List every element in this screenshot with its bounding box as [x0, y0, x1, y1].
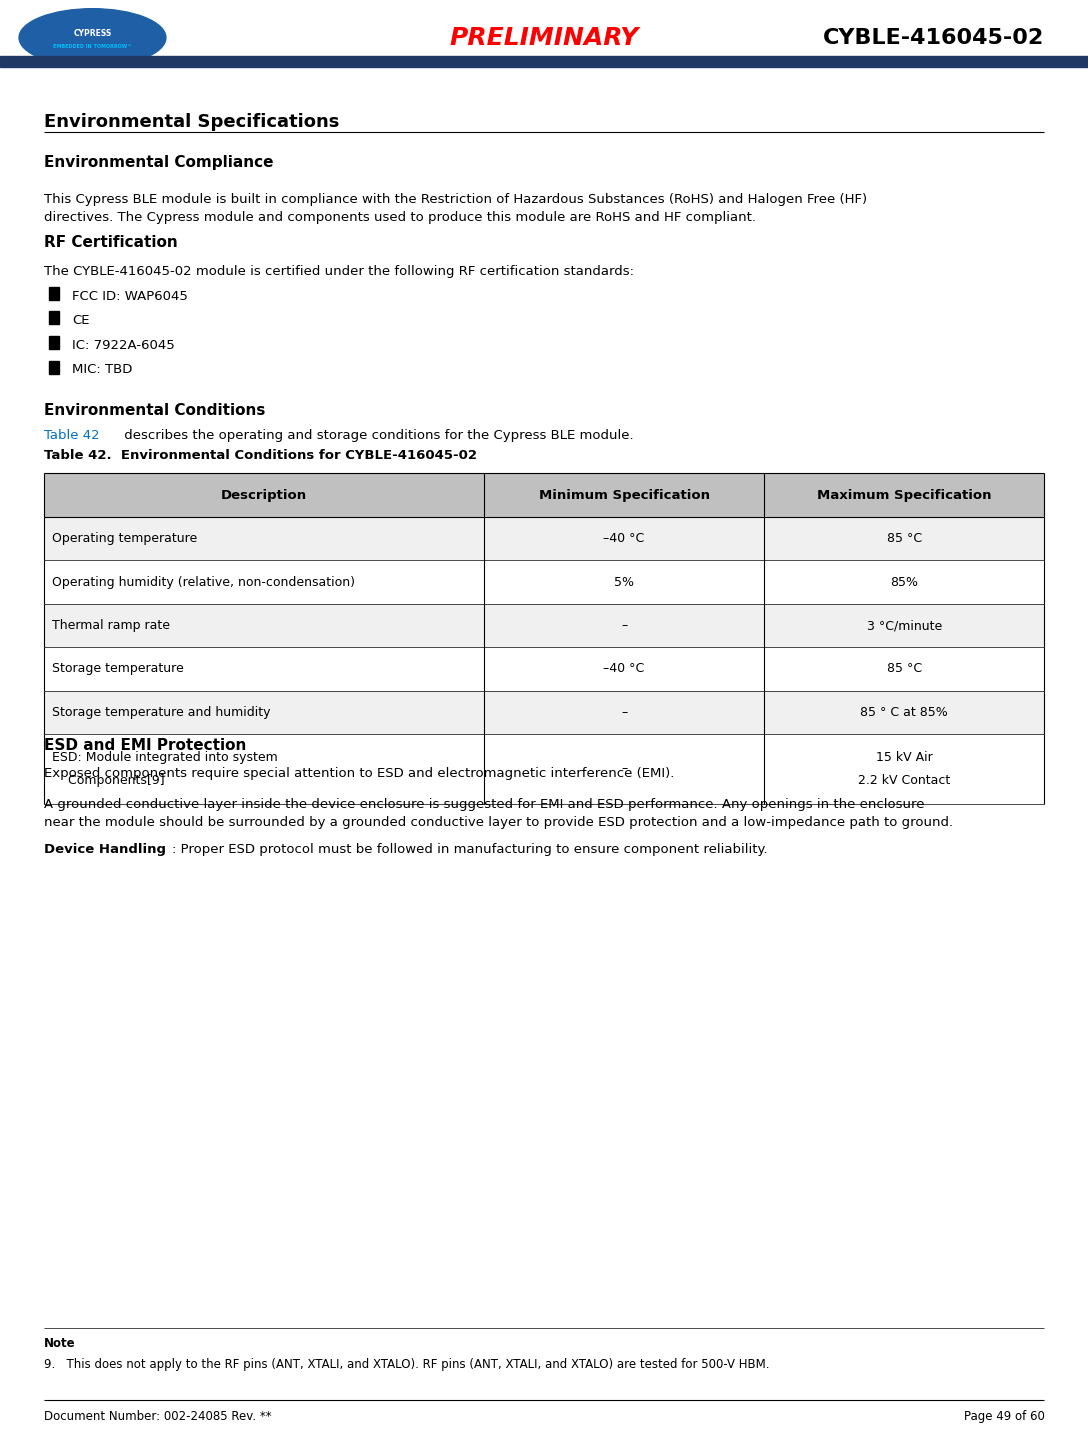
- Text: IC: 7922A-6045: IC: 7922A-6045: [72, 339, 174, 352]
- Text: 15 kV Air: 15 kV Air: [876, 752, 932, 763]
- Text: describes the operating and storage conditions for the Cypress BLE module.: describes the operating and storage cond…: [120, 429, 633, 442]
- Bar: [44, 691, 1044, 734]
- Text: : Proper ESD protocol must be followed in manufacturing to ensure component reli: : Proper ESD protocol must be followed i…: [172, 843, 767, 856]
- Text: –40 °C: –40 °C: [604, 663, 645, 675]
- Bar: [49, 287, 59, 300]
- Text: Storage temperature and humidity: Storage temperature and humidity: [52, 707, 271, 718]
- Text: –40 °C: –40 °C: [604, 533, 645, 544]
- Ellipse shape: [20, 9, 166, 67]
- Text: 85%: 85%: [890, 576, 918, 588]
- Text: The CYBLE-416045-02 module is certified under the following RF certification sta: The CYBLE-416045-02 module is certified …: [44, 265, 633, 278]
- Text: ESD and EMI Protection: ESD and EMI Protection: [44, 738, 246, 753]
- Text: CYPRESS: CYPRESS: [73, 29, 112, 38]
- Text: EMBEDDED IN TOMORROW™: EMBEDDED IN TOMORROW™: [53, 43, 132, 49]
- Text: This Cypress BLE module is built in compliance with the Restriction of Hazardous: This Cypress BLE module is built in comp…: [44, 193, 867, 223]
- Bar: [49, 311, 59, 324]
- Text: Table 42: Table 42: [44, 429, 99, 442]
- Bar: [44, 604, 1044, 647]
- Text: Device Handling: Device Handling: [44, 843, 165, 856]
- Text: –: –: [621, 620, 627, 631]
- Text: CYBLE-416045-02: CYBLE-416045-02: [824, 28, 1044, 48]
- Bar: [44, 517, 1044, 560]
- Text: Thermal ramp rate: Thermal ramp rate: [52, 620, 170, 631]
- Bar: [49, 336, 59, 349]
- Text: CE: CE: [72, 314, 89, 327]
- Text: A grounded conductive layer inside the device enclosure is suggested for EMI and: A grounded conductive layer inside the d…: [44, 798, 953, 828]
- Bar: [49, 361, 59, 374]
- Text: Components[9]: Components[9]: [52, 775, 165, 786]
- Text: 2.2 kV Contact: 2.2 kV Contact: [858, 775, 951, 786]
- Text: 85 ° C at 85%: 85 ° C at 85%: [861, 707, 949, 718]
- Text: Table 42.  Environmental Conditions for CYBLE-416045-02: Table 42. Environmental Conditions for C…: [44, 449, 477, 462]
- Text: Environmental Conditions: Environmental Conditions: [44, 403, 264, 417]
- Text: Operating temperature: Operating temperature: [52, 533, 198, 544]
- Bar: [44, 473, 1044, 517]
- Text: MIC: TBD: MIC: TBD: [72, 363, 132, 376]
- Text: Storage temperature: Storage temperature: [52, 663, 184, 675]
- Text: FCC ID: WAP6045: FCC ID: WAP6045: [72, 290, 188, 303]
- Text: Page 49 of 60: Page 49 of 60: [964, 1410, 1044, 1422]
- Bar: [0, 56, 1088, 67]
- Text: 5%: 5%: [614, 576, 634, 588]
- Text: 9.   This does not apply to the RF pins (ANT, XTALI, and XTALO). RF pins (ANT, X: 9. This does not apply to the RF pins (A…: [44, 1358, 769, 1371]
- Text: Maximum Specification: Maximum Specification: [817, 489, 991, 501]
- Text: Exposed components require special attention to ESD and electromagnetic interfer: Exposed components require special atten…: [44, 767, 673, 780]
- Text: –: –: [621, 763, 627, 775]
- Text: –: –: [621, 707, 627, 718]
- Text: Description: Description: [221, 489, 307, 501]
- Text: 3 °C/minute: 3 °C/minute: [867, 620, 942, 631]
- Text: Environmental Compliance: Environmental Compliance: [44, 155, 273, 169]
- Bar: [44, 734, 1044, 804]
- Text: RF Certification: RF Certification: [44, 235, 177, 249]
- Text: Document Number: 002-24085 Rev. **: Document Number: 002-24085 Rev. **: [44, 1410, 271, 1422]
- Text: ESD: Module integrated into system: ESD: Module integrated into system: [52, 752, 277, 763]
- Text: Operating humidity (relative, non-condensation): Operating humidity (relative, non-conden…: [52, 576, 355, 588]
- Text: Note: Note: [44, 1337, 75, 1350]
- Text: Environmental Specifications: Environmental Specifications: [44, 113, 338, 130]
- Text: Minimum Specification: Minimum Specification: [539, 489, 709, 501]
- Text: 85 °C: 85 °C: [887, 533, 922, 544]
- Text: PRELIMINARY: PRELIMINARY: [449, 26, 639, 49]
- Bar: [44, 647, 1044, 691]
- Bar: [44, 560, 1044, 604]
- Text: 85 °C: 85 °C: [887, 663, 922, 675]
